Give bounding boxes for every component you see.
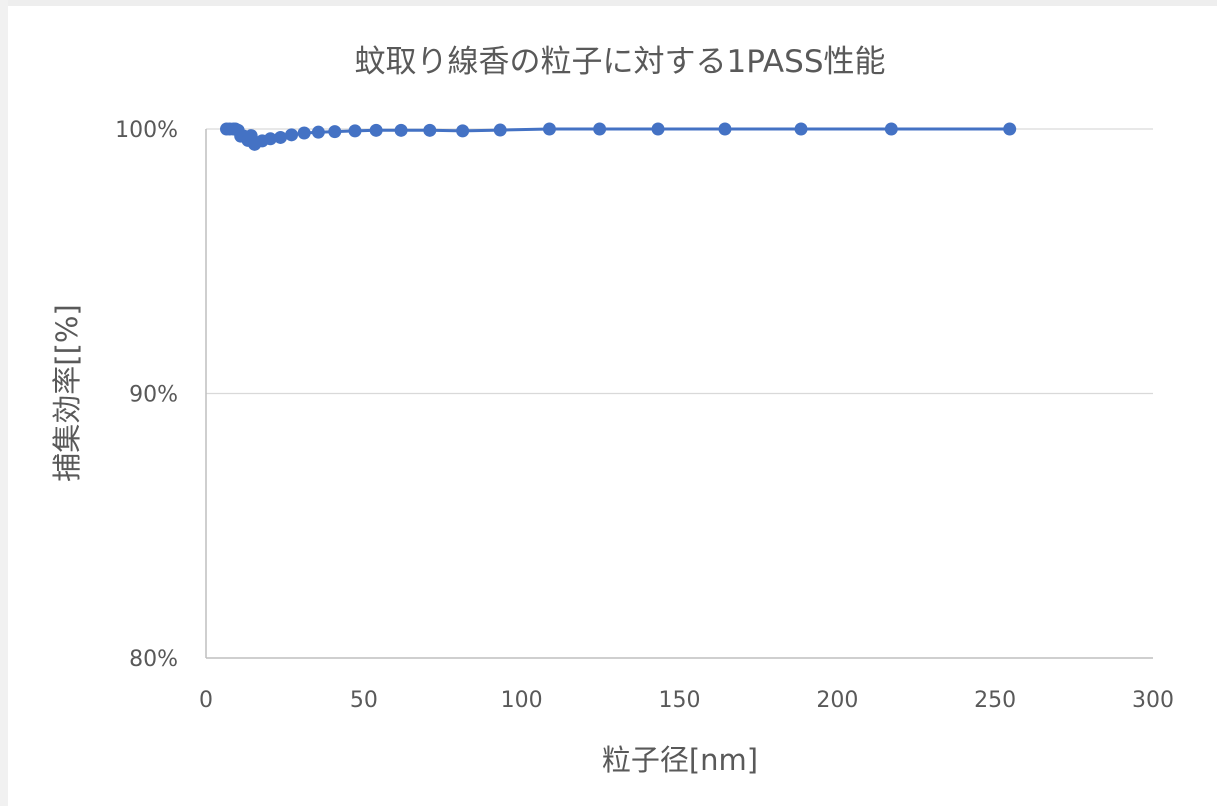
data-point bbox=[328, 125, 342, 139]
data-point bbox=[651, 122, 665, 136]
x-tick-label: 300 bbox=[1132, 688, 1174, 713]
x-tick-label: 100 bbox=[501, 688, 543, 713]
data-point bbox=[884, 122, 898, 136]
data-point bbox=[423, 123, 437, 137]
axes bbox=[205, 129, 1153, 659]
data-point bbox=[718, 122, 732, 136]
y-axis-title: 捕集効率[[%] bbox=[50, 304, 84, 482]
data-point bbox=[493, 123, 507, 137]
chart-title: 蚊取り線香の粒子に対する1PASS性能 bbox=[355, 44, 886, 80]
x-tick-label: 50 bbox=[350, 688, 378, 713]
series bbox=[220, 122, 1017, 151]
frame-top-edge bbox=[0, 0, 1217, 6]
x-axis-title: 粒子径[nm] bbox=[602, 743, 758, 777]
data-point bbox=[273, 130, 287, 144]
y-tick-label: 80% bbox=[129, 647, 178, 672]
x-tick-label: 0 bbox=[199, 688, 213, 713]
x-tick-label: 150 bbox=[659, 688, 701, 713]
y-tick-label: 100% bbox=[115, 118, 178, 143]
data-point bbox=[794, 122, 808, 136]
data-point bbox=[542, 122, 556, 136]
tick-labels: 80% 90% 100% 0 50 100 150 200 250 300 bbox=[115, 118, 1174, 713]
data-point bbox=[1003, 122, 1017, 136]
gridlines bbox=[206, 128, 1153, 395]
frame-left-edge bbox=[0, 0, 8, 806]
data-point bbox=[297, 126, 311, 140]
y-tick-label: 90% bbox=[129, 383, 178, 408]
x-tick-label: 250 bbox=[974, 688, 1016, 713]
x-tick-label: 200 bbox=[816, 688, 858, 713]
data-point bbox=[348, 124, 362, 138]
data-point bbox=[456, 124, 470, 138]
data-point bbox=[285, 128, 299, 142]
data-point bbox=[369, 123, 383, 137]
data-point bbox=[263, 132, 277, 146]
data-point bbox=[394, 123, 408, 137]
data-point bbox=[311, 125, 325, 139]
data-point bbox=[593, 122, 607, 136]
